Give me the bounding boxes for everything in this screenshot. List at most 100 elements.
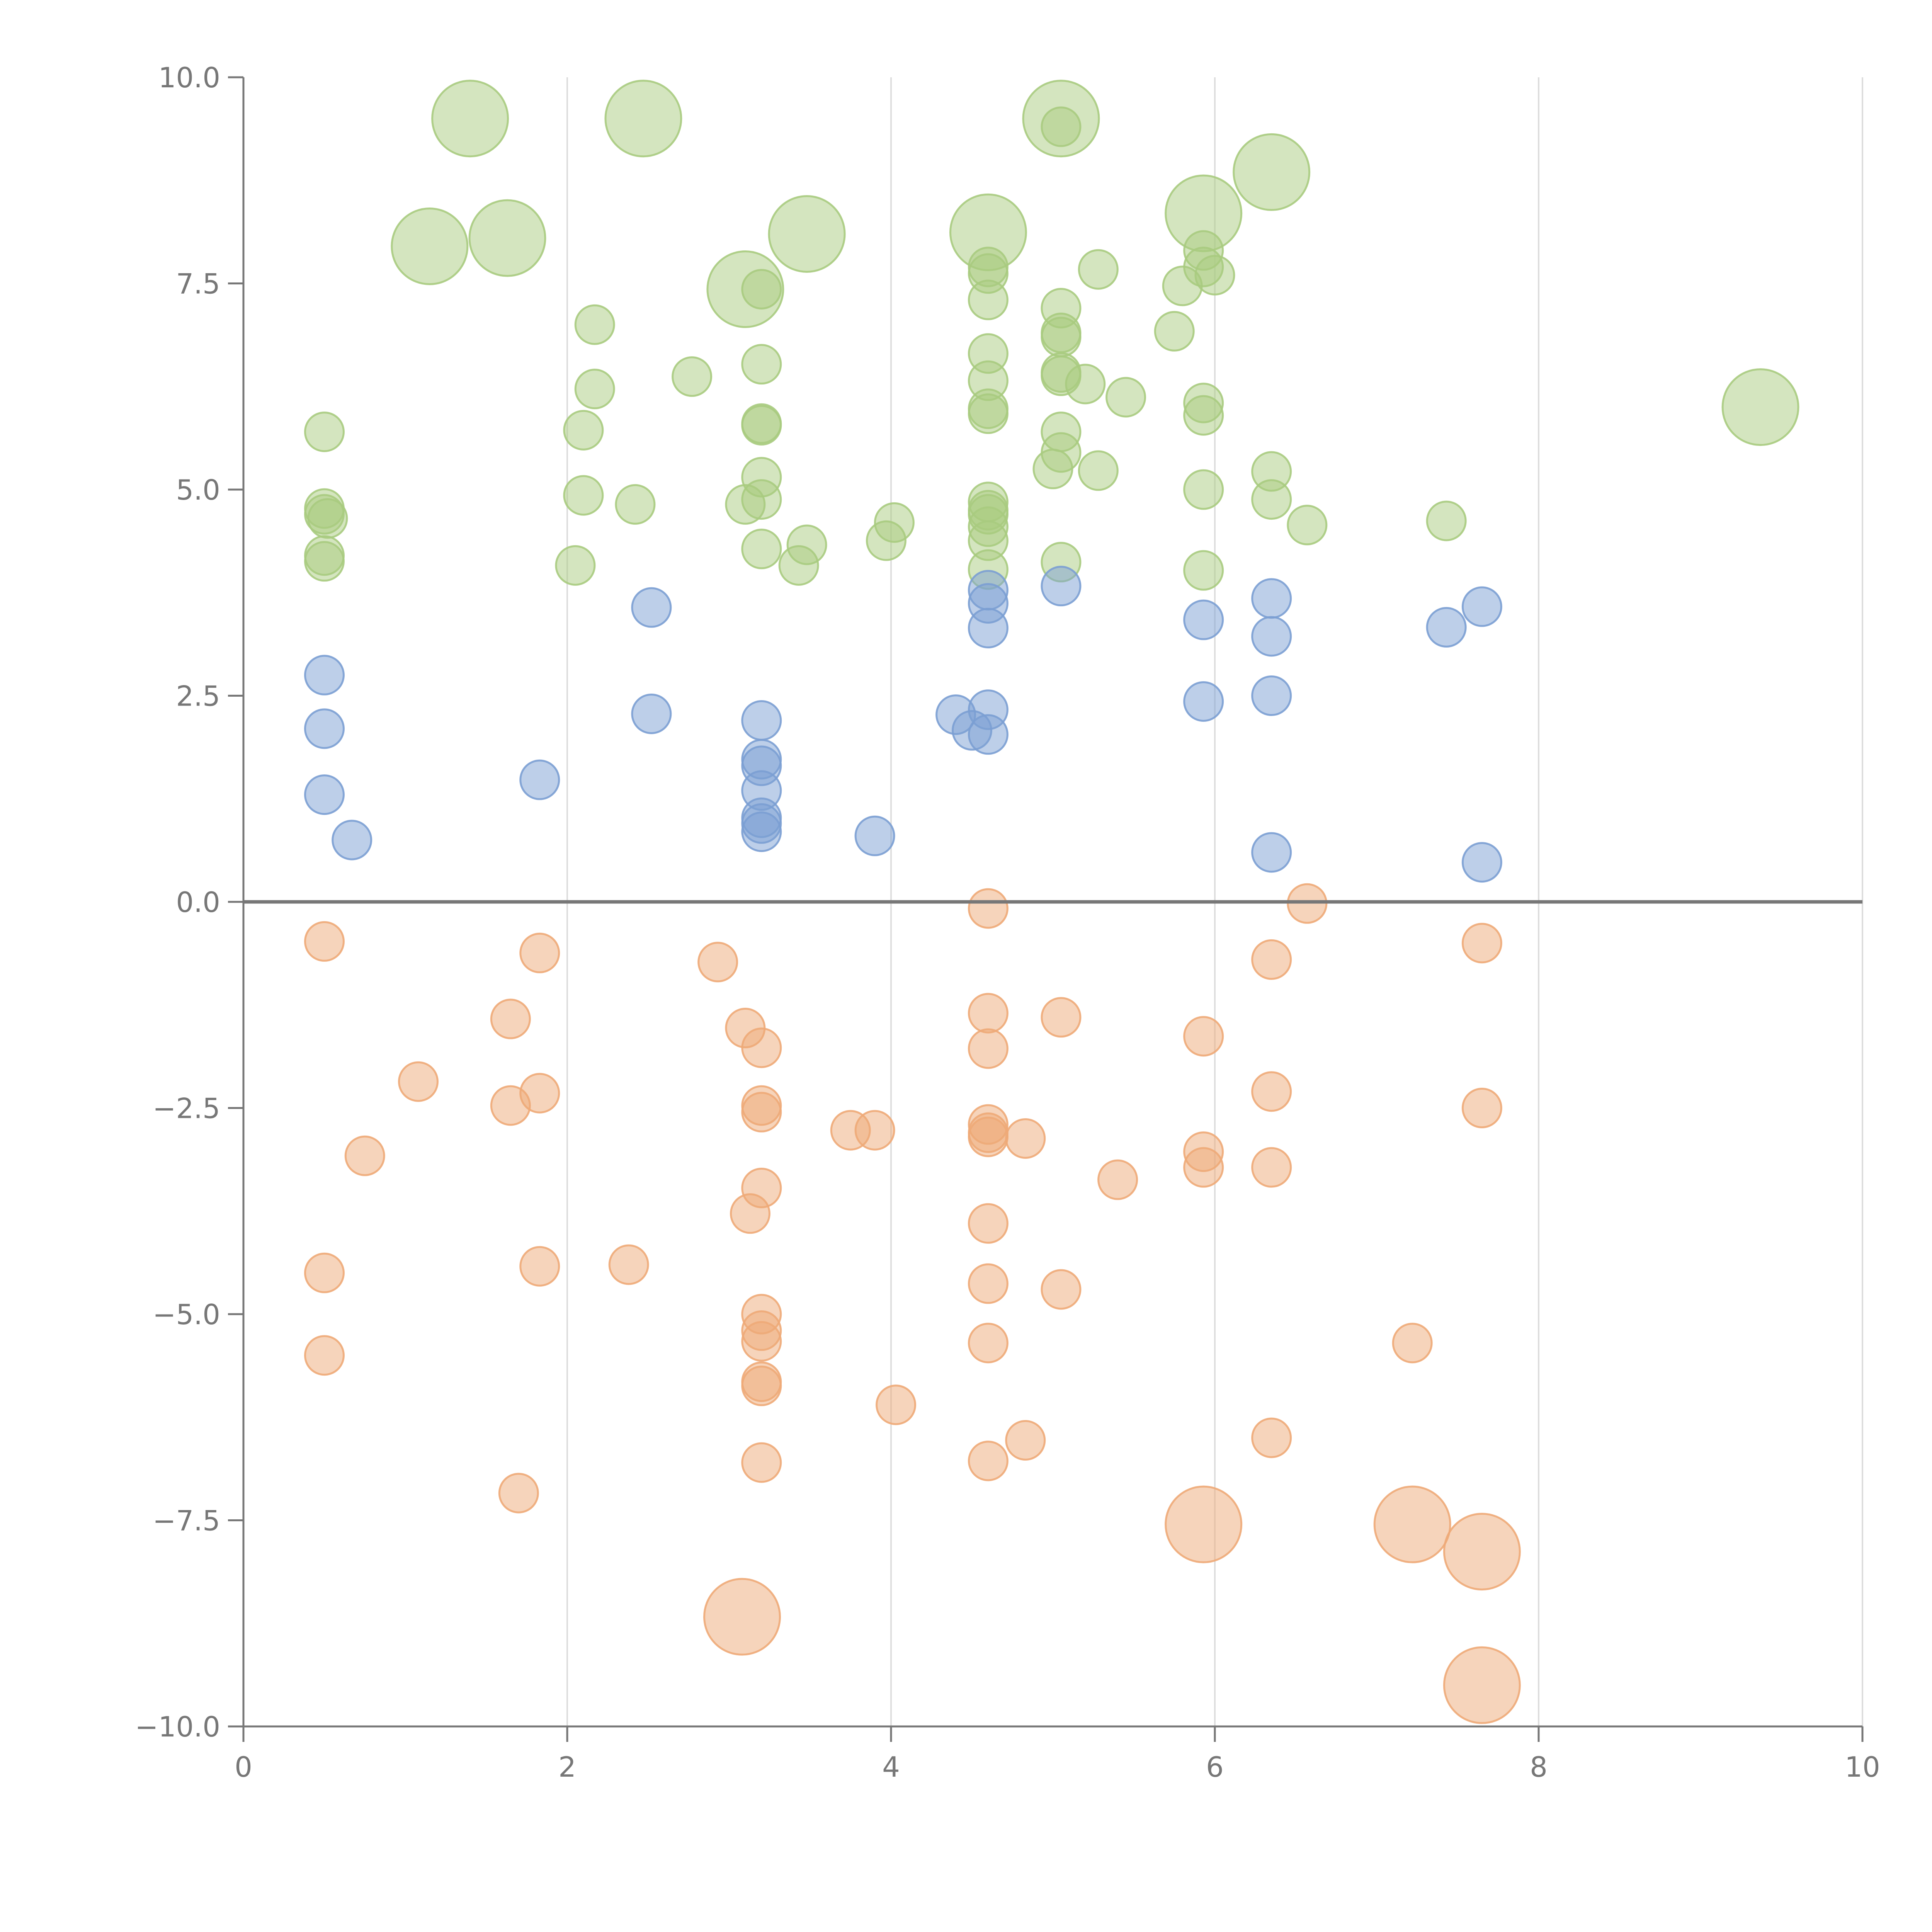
x-tick-label: 6	[1206, 1751, 1224, 1783]
data-point	[631, 587, 672, 628]
data-point	[1251, 578, 1292, 619]
data-point	[741, 811, 782, 852]
x-tick-label: 4	[882, 1751, 900, 1783]
data-point	[519, 932, 560, 973]
data-point	[741, 529, 782, 570]
data-point	[1426, 500, 1467, 541]
data-point	[778, 545, 819, 586]
data-point	[608, 1244, 649, 1285]
data-point	[574, 369, 615, 410]
x-tick-label: 8	[1530, 1751, 1548, 1783]
data-point	[1041, 106, 1082, 147]
data-point	[1461, 1088, 1502, 1128]
data-point	[1392, 1323, 1433, 1364]
data-point	[1041, 316, 1082, 357]
data-point	[968, 1203, 1009, 1244]
data-point	[1251, 832, 1292, 873]
data-point	[1183, 681, 1224, 722]
data-point	[741, 1092, 782, 1133]
data-point	[725, 484, 766, 525]
data-point	[304, 1335, 345, 1376]
data-point	[703, 1578, 781, 1656]
data-point	[968, 608, 1009, 649]
data-point	[1183, 395, 1224, 436]
data-point	[1078, 249, 1119, 290]
data-point	[1183, 1016, 1224, 1057]
data-point	[1183, 469, 1224, 510]
data-point	[1162, 265, 1203, 306]
data-point	[1461, 586, 1502, 627]
data-point	[1443, 1646, 1521, 1724]
data-point	[876, 1384, 917, 1425]
y-tick-label: −5.0	[153, 1298, 220, 1331]
data-point	[1065, 364, 1106, 405]
data-point	[1721, 368, 1799, 446]
data-point	[1461, 842, 1502, 883]
data-point	[730, 1193, 770, 1234]
y-tick-label: 10.0	[158, 61, 220, 94]
data-point	[968, 714, 1009, 755]
data-point	[1005, 1118, 1046, 1159]
data-point	[1251, 616, 1292, 657]
data-point	[968, 993, 1009, 1034]
data-point	[741, 1027, 782, 1068]
data-point	[631, 693, 672, 734]
data-point	[563, 410, 604, 451]
data-point	[1165, 1485, 1243, 1563]
x-tick-label: 0	[235, 1751, 252, 1783]
data-point	[1183, 550, 1224, 591]
data-point	[574, 304, 615, 345]
x-tick-label: 2	[558, 1751, 576, 1783]
data-point	[741, 344, 782, 385]
data-point	[398, 1061, 439, 1102]
data-point	[307, 498, 348, 539]
data-point	[1251, 479, 1292, 520]
y-tick-label: 5.0	[176, 474, 220, 506]
y-tick-label: −2.5	[153, 1092, 220, 1125]
data-point	[968, 393, 1009, 434]
data-point	[968, 1440, 1009, 1481]
data-point	[1078, 450, 1119, 491]
data-point	[1041, 566, 1082, 607]
data-point	[741, 700, 782, 741]
data-point	[968, 1116, 1009, 1157]
data-point	[1251, 675, 1292, 716]
data-point	[1032, 449, 1073, 490]
data-point	[490, 998, 531, 1039]
data-point	[968, 1263, 1009, 1304]
data-point	[332, 820, 372, 861]
y-tick-label: 0.0	[176, 886, 220, 918]
data-point	[854, 815, 895, 856]
data-point	[1287, 505, 1328, 546]
data-point	[741, 405, 782, 446]
data-point	[555, 545, 596, 586]
data-point	[304, 774, 345, 815]
data-point	[1251, 1071, 1292, 1112]
data-point	[854, 1110, 895, 1151]
data-point	[1233, 133, 1311, 211]
data-point	[1154, 311, 1195, 352]
data-point	[1373, 1485, 1451, 1563]
data-point	[1251, 1147, 1292, 1188]
data-point	[741, 1366, 782, 1406]
data-point	[1041, 1269, 1082, 1310]
data-point	[1183, 1147, 1224, 1188]
data-point	[1097, 1159, 1138, 1200]
data-point	[304, 1252, 345, 1293]
data-point	[468, 199, 546, 277]
data-point	[344, 1135, 385, 1176]
y-tick-label: −7.5	[153, 1505, 220, 1537]
data-point	[1005, 1420, 1046, 1461]
axes: 0 2 4 6 8 10 10.0 7.5 5.0 2.5 0.0 −2.5 −5.0 −7.5 −10.0	[135, 61, 1880, 1783]
data-point	[1183, 599, 1224, 640]
data-point	[866, 520, 906, 561]
data-point	[697, 942, 738, 983]
y-tick-label: 7.5	[176, 268, 220, 300]
data-point	[1461, 923, 1502, 964]
data-point	[304, 655, 345, 696]
data-point	[615, 484, 656, 525]
data-point	[304, 921, 345, 962]
data-point	[1443, 1513, 1521, 1591]
data-point	[968, 1323, 1009, 1364]
